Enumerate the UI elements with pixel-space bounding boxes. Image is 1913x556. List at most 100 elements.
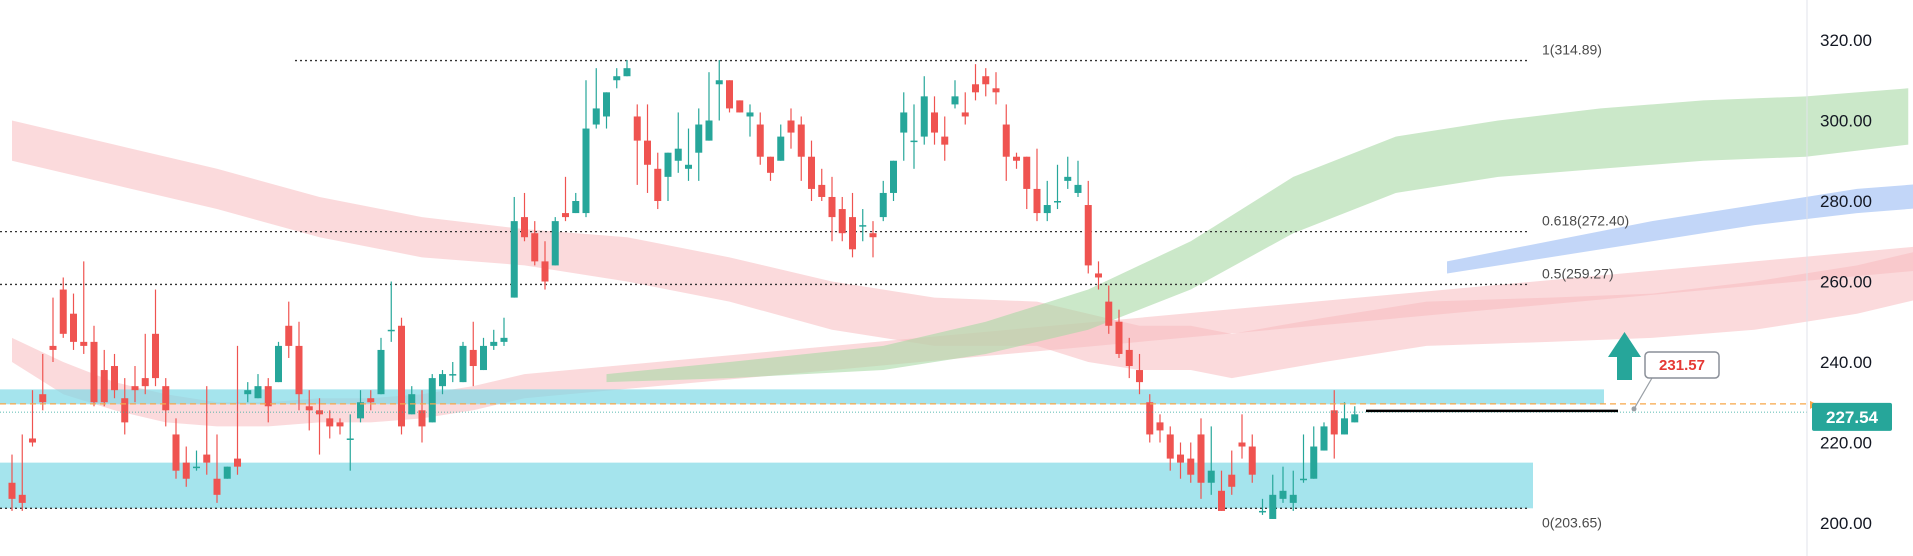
candle-body	[18, 494, 26, 503]
candle	[367, 390, 375, 411]
candle-body	[1023, 156, 1031, 189]
candle-body	[582, 128, 590, 214]
candle-body	[726, 80, 733, 109]
candle	[879, 180, 887, 222]
candle-body	[449, 374, 457, 376]
candle-body	[890, 160, 897, 193]
candle	[849, 192, 856, 258]
candle-body	[367, 398, 375, 403]
candle-body	[920, 96, 928, 137]
candle	[1105, 285, 1113, 334]
candle-body	[1054, 201, 1061, 203]
candle	[777, 124, 785, 161]
candle	[1146, 394, 1154, 443]
price-tick-label: 260.00	[1820, 273, 1872, 292]
candle-body	[972, 84, 979, 93]
candle-body	[193, 466, 200, 469]
candle-body	[162, 386, 170, 411]
candle	[490, 329, 498, 350]
candle	[264, 378, 272, 423]
candle-body	[603, 92, 610, 117]
candle-body	[377, 349, 385, 395]
candle	[80, 261, 88, 354]
candle-body	[541, 261, 549, 282]
candle	[1228, 450, 1236, 495]
candle-body	[8, 482, 16, 499]
candle-body	[90, 341, 98, 403]
candle-body	[900, 112, 908, 133]
candle	[387, 281, 395, 342]
candle	[111, 353, 118, 399]
candle	[961, 92, 969, 125]
price-tick-label: 280.00	[1820, 192, 1872, 211]
candle-body	[674, 148, 682, 161]
candle-body	[305, 406, 313, 411]
candle	[1238, 414, 1246, 459]
candle	[469, 321, 477, 387]
callout-pointer	[1633, 377, 1653, 410]
candle	[121, 378, 129, 435]
candle	[234, 345, 241, 475]
candle-body	[80, 341, 88, 346]
price-tick-label: 220.00	[1820, 434, 1872, 453]
ma-ribbon-green	[606, 88, 1909, 383]
candle-body	[131, 386, 139, 391]
candle	[562, 176, 569, 222]
current-price-tag	[1812, 402, 1892, 431]
price-axis[interactable]: 320.00 300.00 280.00 260.00 240.00 220.00 200.…	[1810, 31, 1892, 533]
candle-body	[295, 345, 303, 395]
candle-body	[275, 345, 282, 383]
candle	[213, 434, 221, 503]
candle-body	[797, 124, 805, 157]
candle	[131, 366, 139, 403]
candle-body	[29, 438, 36, 443]
candle-body	[1187, 458, 1195, 475]
candle	[715, 60, 723, 121]
candle	[1002, 104, 1010, 181]
price-tick-label: 240.00	[1820, 353, 1872, 372]
candle	[70, 293, 77, 350]
candle	[510, 196, 518, 298]
candle-body	[49, 345, 57, 350]
candle	[1064, 156, 1072, 189]
candle-body	[633, 116, 641, 141]
candle-body	[418, 410, 426, 427]
candle-body	[326, 418, 334, 427]
candle-body	[1259, 510, 1266, 513]
candle-body	[264, 386, 272, 407]
candle	[644, 104, 651, 193]
candle	[982, 68, 990, 97]
fib-label: 0.618(272.40)	[1542, 213, 1629, 229]
candle	[1125, 337, 1133, 379]
candle	[162, 378, 170, 427]
candle-body	[510, 221, 518, 298]
candle-body	[336, 422, 344, 427]
candle-body	[223, 466, 231, 479]
candle	[1269, 474, 1277, 519]
candle-body	[1279, 490, 1287, 499]
candle-body	[685, 164, 692, 169]
candle	[787, 108, 795, 149]
candle-body	[592, 108, 600, 125]
candle-body	[705, 120, 713, 141]
candle	[295, 321, 303, 411]
fib-label: 0.5(259.27)	[1542, 265, 1614, 281]
candle-body	[111, 366, 118, 391]
candle	[592, 68, 600, 129]
candle-body	[941, 136, 949, 145]
candle	[521, 192, 528, 242]
candle	[39, 353, 47, 411]
candle-body	[1177, 454, 1184, 463]
candle	[1136, 353, 1143, 395]
candle	[910, 104, 918, 169]
candle	[808, 140, 815, 201]
candle	[449, 362, 457, 383]
candle	[100, 349, 108, 407]
candle	[1023, 156, 1031, 210]
candle-body	[439, 374, 446, 387]
candle	[941, 116, 949, 161]
candle	[705, 72, 713, 141]
candle	[357, 390, 364, 423]
candle	[767, 156, 774, 181]
